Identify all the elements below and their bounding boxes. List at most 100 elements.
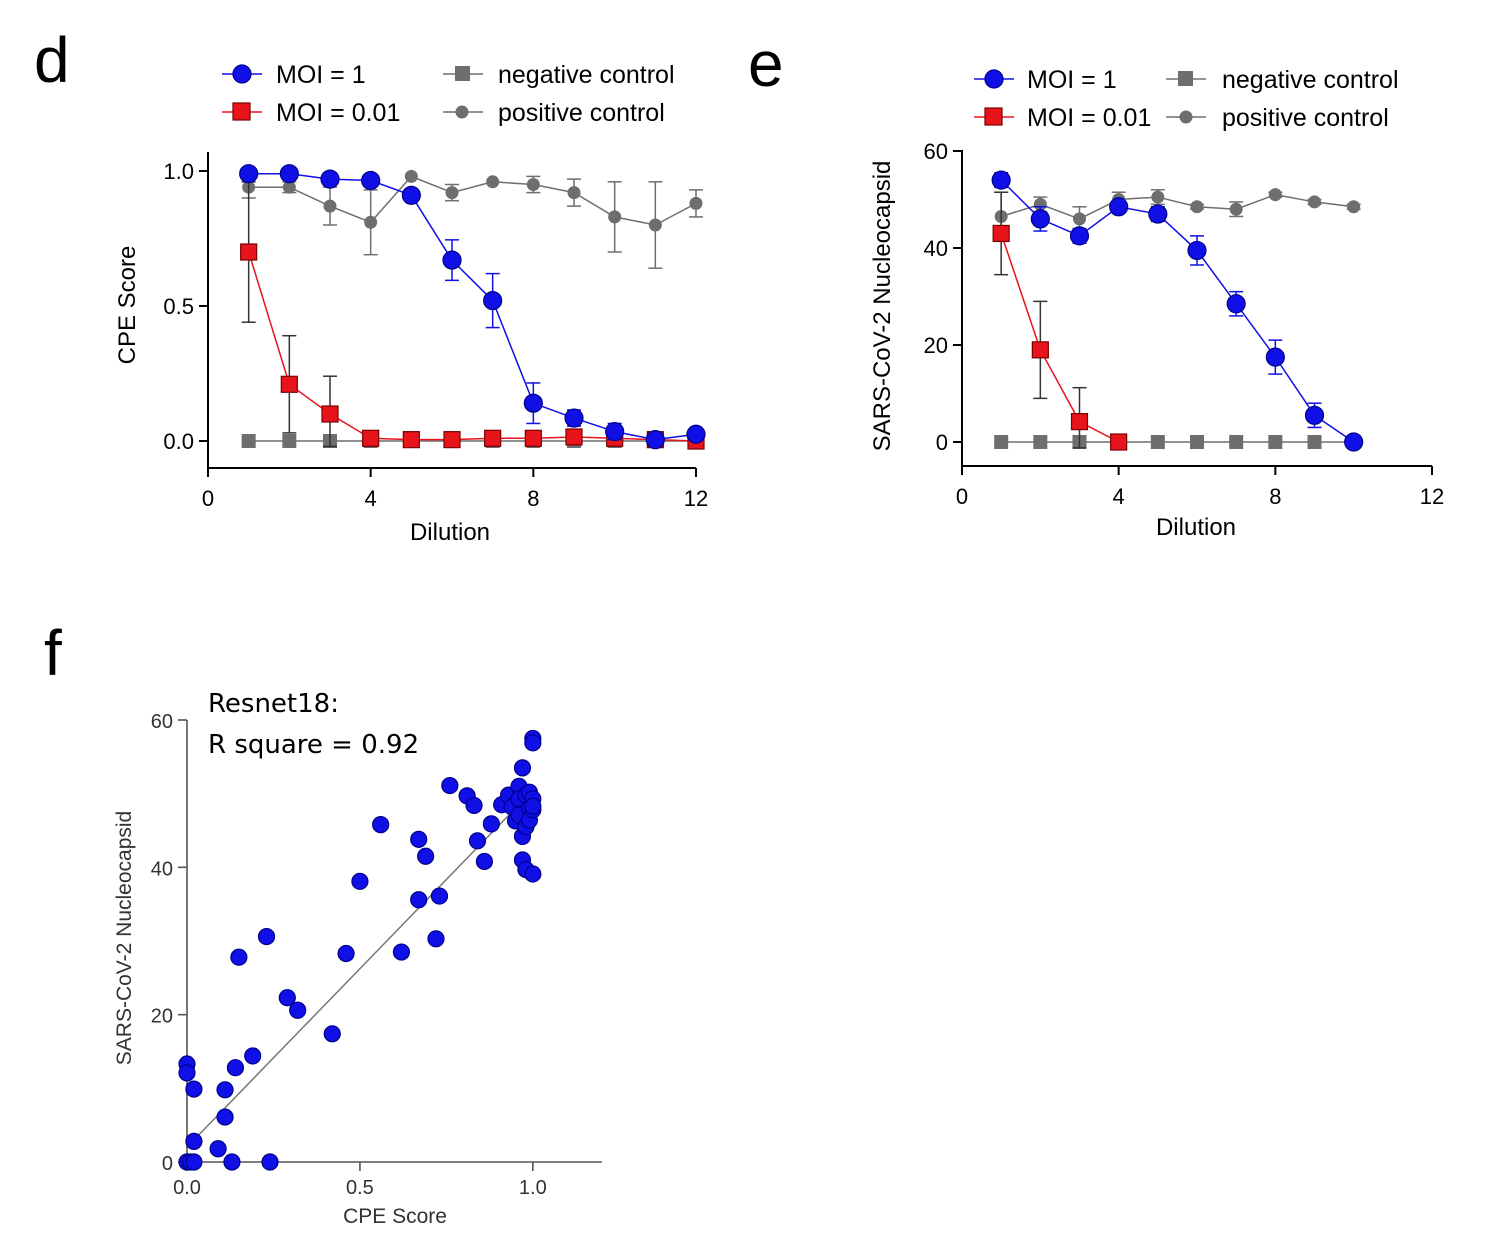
- data-point-moi-1-e: [1030, 209, 1050, 229]
- data-point-moi-1-d: [279, 164, 299, 184]
- data-point-negative-control-e: [1307, 435, 1322, 449]
- data-point-positive-control-d: [445, 186, 459, 200]
- scatter-point-f: [178, 1064, 196, 1082]
- data-point-moi-0-01-d: [240, 243, 258, 261]
- data-point-moi-0-01-e: [1110, 433, 1128, 451]
- legend-label-positive-e: positive control: [1222, 104, 1389, 132]
- data-point-moi-1-d: [564, 408, 584, 428]
- data-point-moi-1-e: [1304, 405, 1325, 425]
- data-point-positive-control-d: [648, 218, 662, 232]
- x-tick-label-d: 8: [527, 486, 539, 511]
- scatter-point-f: [185, 1080, 203, 1098]
- legend-label-moi1-d: MOI = 1: [276, 61, 366, 89]
- scatter-point-f: [244, 1047, 262, 1065]
- scatter-point-f: [410, 891, 428, 909]
- scatter-point-f: [441, 776, 459, 795]
- data-point-moi-1-e: [1109, 197, 1129, 217]
- y-tick-label-f: 20: [151, 1006, 173, 1028]
- scatter-point-f: [372, 816, 390, 834]
- data-point-positive-control-e: [1151, 190, 1165, 204]
- legend-label-negative-d: negative control: [498, 61, 675, 89]
- series-moi-1-e: [991, 170, 1364, 452]
- data-point-moi-0-01-d: [524, 429, 542, 447]
- scatter-point-f: [261, 1153, 279, 1171]
- series-moi-1-d: [239, 164, 706, 450]
- data-point-negative-control-e: [994, 435, 1009, 449]
- y-tick-label-f: 40: [151, 858, 173, 880]
- data-point-moi-1-d: [442, 250, 462, 270]
- scatter-point-f: [323, 1025, 341, 1043]
- data-point-positive-control-d: [404, 169, 418, 183]
- data-point-moi-1-d: [239, 164, 259, 184]
- data-point-negative-control-e: [1150, 435, 1165, 449]
- y-tick-label-d: 0.5: [163, 294, 194, 319]
- data-point-positive-control-e: [1033, 197, 1047, 211]
- legend-label-moi1-e: MOI = 1: [1027, 66, 1117, 94]
- annotation-line-2-f: R square = 0.92: [208, 730, 419, 760]
- legend-item-moi1-d: MOI = 1: [222, 61, 366, 89]
- data-point-moi-1-d: [605, 421, 625, 442]
- scatter-point-f: [482, 815, 500, 833]
- x-tick-label-e: 12: [1420, 484, 1444, 509]
- plot-area-d: [239, 164, 706, 450]
- data-point-positive-control-d: [526, 178, 540, 191]
- data-point-moi-1-e: [991, 170, 1011, 190]
- data-point-negative-control-d: [241, 434, 256, 448]
- legend-label-positive-d: positive control: [498, 99, 665, 127]
- data-point-moi-0-01-d: [321, 405, 339, 423]
- series-line-positive-control-d: [248, 175, 697, 226]
- x-tick-label-f: 1.0: [519, 1177, 547, 1199]
- chart-panel-f: Resnet18: R square = 0.92 0.0 0.5 1.0 0 20 40…: [113, 689, 602, 1228]
- data-point-moi-0-01-d: [362, 429, 380, 447]
- scatter-point-f: [216, 1081, 234, 1099]
- plot-area-e: [991, 170, 1364, 452]
- data-point-moi-0-01-e: [992, 224, 1010, 243]
- panel-letter-f: f: [44, 617, 62, 689]
- y-tick-label-e: 20: [924, 333, 948, 358]
- scatter-point-f: [410, 830, 428, 848]
- y-tick-label-f: 0: [162, 1153, 173, 1175]
- data-point-positive-control-e: [1229, 202, 1243, 216]
- data-point-positive-control-d: [689, 196, 703, 210]
- x-tick-label-d: 4: [365, 486, 377, 511]
- scatter-point-f: [185, 1153, 203, 1171]
- data-point-positive-control-e: [1308, 195, 1321, 209]
- panel-letter-e: e: [748, 28, 784, 100]
- legend-item-moi1-e: MOI = 1: [974, 66, 1117, 94]
- y-tick-label-f: 60: [151, 711, 173, 733]
- y-tick-label-d: 1.0: [163, 159, 194, 184]
- scatter-point-f: [230, 948, 248, 966]
- data-point-moi-1-d: [645, 430, 665, 450]
- chart-panel-e: MOI = 1 MOI = 0.01 negative control posi…: [869, 66, 1444, 541]
- data-point-moi-1-d: [361, 170, 381, 191]
- data-point-moi-0-01-d: [443, 431, 461, 449]
- ticks-d: 0 4 8 12 0.0 0.5 1.0: [163, 159, 708, 511]
- data-point-positive-control-e: [1190, 200, 1204, 214]
- scatter-point-f: [289, 1001, 307, 1019]
- data-point-moi-0-01-e: [1070, 413, 1089, 431]
- scatter-point-f: [417, 847, 435, 865]
- x-tick-label-e: 4: [1113, 484, 1125, 509]
- legend-item-positive-d: positive control: [443, 99, 665, 127]
- x-axis-title-f: CPE Score: [343, 1205, 447, 1228]
- data-point-moi-1-e: [1148, 204, 1168, 224]
- series-positive-control-d: [241, 169, 703, 269]
- scatter-point-f: [209, 1140, 227, 1158]
- chart-panel-d: MOI = 1 MOI = 0.01 negative control posi…: [114, 61, 708, 546]
- series-moi-0-01-d: [240, 181, 705, 450]
- series-line-positive-control-e: [1000, 193, 1354, 220]
- scatter-point-f: [392, 943, 411, 961]
- panel-letter-d: d: [34, 24, 70, 96]
- y-axis-title-f: SARS-CoV-2 Nucleocapsid: [113, 811, 136, 1065]
- legend-item-moi001-d: MOI = 0.01: [222, 99, 400, 127]
- scatter-point-f: [351, 872, 369, 890]
- legend-d: MOI = 1 MOI = 0.01 negative control posi…: [222, 61, 675, 127]
- regression-line-f: [193, 800, 523, 1141]
- plot-area-f: [178, 729, 542, 1171]
- scatter-point-f: [427, 930, 445, 948]
- data-point-moi-0-01-d: [484, 429, 502, 447]
- scatter-point-f: [475, 852, 494, 871]
- data-point-positive-control-d: [364, 215, 378, 229]
- data-point-moi-1-d: [523, 393, 543, 413]
